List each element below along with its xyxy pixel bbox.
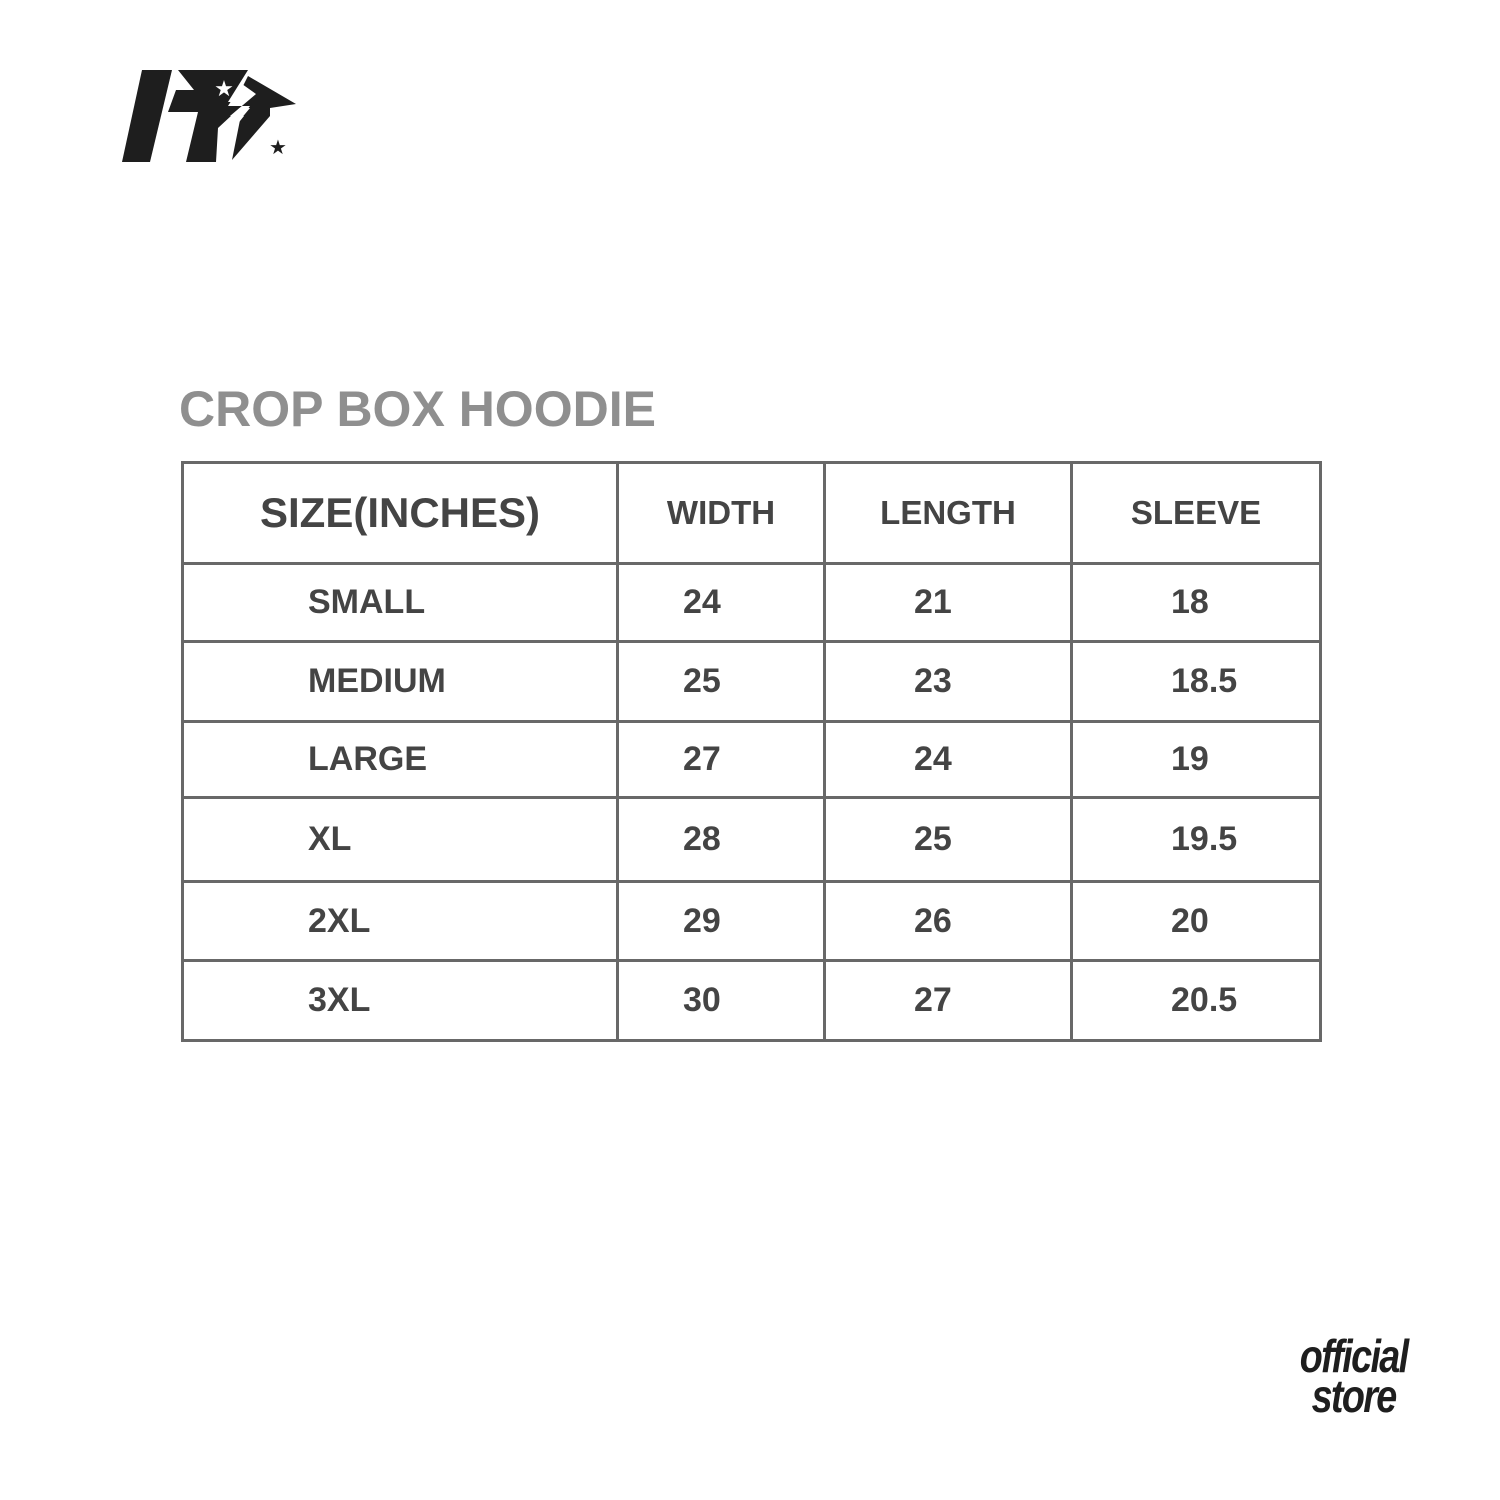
store-mark-line: store [1311, 1370, 1398, 1422]
cell-length: 24 [823, 720, 1073, 799]
cell-size: LARGE [181, 720, 619, 799]
header-width: WIDTH [616, 461, 826, 565]
svg-text:★: ★ [214, 76, 234, 101]
cell-width: 29 [616, 880, 826, 962]
cell-sleeve: 20.5 [1070, 959, 1322, 1042]
cell-width: 25 [616, 640, 826, 723]
cell-size: MEDIUM [181, 640, 619, 723]
table-row: XL 28 25 19.5 [181, 796, 1322, 883]
brand-logo-icon: ★ ★ [122, 70, 296, 162]
cell-length: 23 [823, 640, 1073, 723]
cell-width: 28 [616, 796, 826, 883]
page-title: CROP BOX HOODIE [179, 381, 656, 437]
cell-sleeve: 19 [1070, 720, 1322, 799]
cell-width: 27 [616, 720, 826, 799]
header-sleeve: SLEEVE [1070, 461, 1322, 565]
size-chart-table: SIZE(INCHES) WIDTH LENGTH SLEEVE SMALL 24… [181, 461, 1322, 1042]
cell-size: 2XL [181, 880, 619, 962]
cell-length: 27 [823, 959, 1073, 1042]
cell-width: 30 [616, 959, 826, 1042]
table-row: 2XL 29 26 20 [181, 880, 1322, 962]
cell-sleeve: 20 [1070, 880, 1322, 962]
cell-length: 21 [823, 562, 1073, 643]
cell-size: SMALL [181, 562, 619, 643]
cell-length: 26 [823, 880, 1073, 962]
table-row: MEDIUM 25 23 18.5 [181, 640, 1322, 723]
cell-width: 24 [616, 562, 826, 643]
table-row: LARGE 27 24 19 [181, 720, 1322, 799]
header-size: SIZE(INCHES) [181, 461, 619, 565]
header-length: LENGTH [823, 461, 1073, 565]
cell-sleeve: 19.5 [1070, 796, 1322, 883]
table-row: SMALL 24 21 18 [181, 562, 1322, 643]
svg-text:★: ★ [269, 137, 287, 159]
cell-size: XL [181, 796, 619, 883]
table-row: 3XL 30 27 20.5 [181, 959, 1322, 1042]
cell-size: 3XL [181, 959, 619, 1042]
store-mark-line: official [1299, 1330, 1409, 1382]
table-header-row: SIZE(INCHES) WIDTH LENGTH SLEEVE [181, 461, 1322, 565]
cell-sleeve: 18.5 [1070, 640, 1322, 723]
cell-length: 25 [823, 796, 1073, 883]
cell-sleeve: 18 [1070, 562, 1322, 643]
official-store-logo: official store [1288, 1330, 1419, 1422]
